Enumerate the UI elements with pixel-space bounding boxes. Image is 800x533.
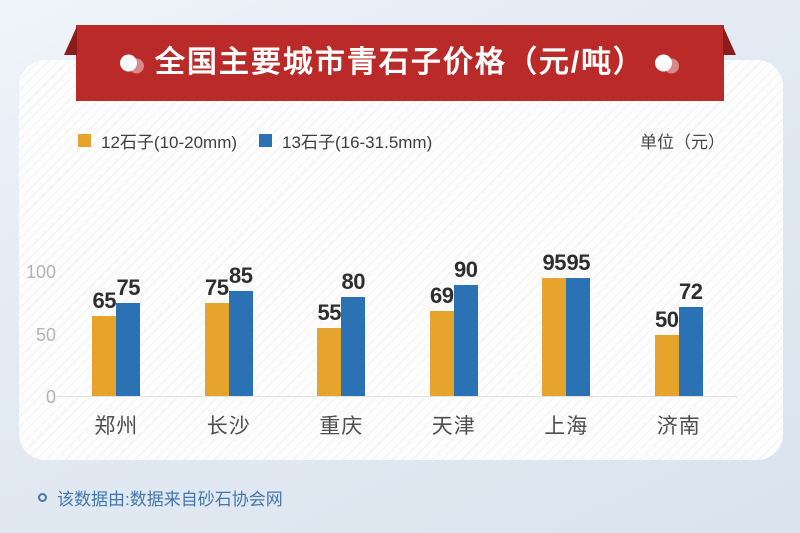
legend-label-series2: 13石子(16-31.5mm) xyxy=(282,133,433,152)
bar-series2 xyxy=(341,297,366,397)
bar-series2-wrap: 90 xyxy=(453,257,478,397)
y-tick-100: 100 xyxy=(25,262,56,282)
plot-area: 65 75 75 85 55 80 69 xyxy=(57,250,738,397)
bar-series2-wrap: 95 xyxy=(566,250,591,397)
bar-series1-wrap: 50 xyxy=(654,307,679,397)
y-tick-50: 50 xyxy=(35,325,56,345)
page-title: 全国主要城市青石子价格（元/吨） xyxy=(154,46,646,79)
bar-value-label: 80 xyxy=(341,269,366,294)
x-axis-label: 济南 xyxy=(656,415,701,438)
ribbon-dot-right xyxy=(655,54,672,72)
ribbon-fold-right xyxy=(723,26,736,55)
bar-series2 xyxy=(453,284,478,397)
bar-value-label: 55 xyxy=(317,300,342,326)
bar-series2-wrap: 75 xyxy=(116,275,141,397)
legend-label-series1: 12石子(10-20mm) xyxy=(101,133,238,152)
footnote-text: 该数据由:数据来自砂石协会网 xyxy=(57,490,283,509)
legend-swatch-series1 xyxy=(78,134,91,147)
bar-series2 xyxy=(116,303,141,397)
title-ribbon: 全国主要城市青石子价格（元/吨） xyxy=(64,25,736,101)
bar-value-label: 90 xyxy=(454,256,478,282)
bar-series1-wrap: 75 xyxy=(204,275,229,397)
bar-value-label: 72 xyxy=(679,279,703,304)
bar-value-label: 95 xyxy=(542,250,567,276)
ribbon-dot-left xyxy=(120,54,137,72)
circle-bullet-icon xyxy=(38,493,47,502)
bar-series2 xyxy=(228,290,253,397)
bar-value-label: 85 xyxy=(229,262,253,288)
bar-group: 95 95 xyxy=(510,250,623,397)
bar-series2 xyxy=(566,278,591,397)
bar-group: 50 72 xyxy=(623,272,736,397)
bar-series1-wrap: 65 xyxy=(92,288,117,397)
bar-series2 xyxy=(678,307,703,397)
bar-group: 69 90 xyxy=(398,257,511,397)
bar-series1-wrap: 69 xyxy=(429,283,454,397)
y-tick-0: 0 xyxy=(45,387,56,407)
x-axis-label: 天津 xyxy=(431,415,476,438)
bar-series1 xyxy=(429,310,454,397)
footnote: 该数据由:数据来自砂石协会网 xyxy=(38,485,283,510)
bar-series2-wrap: 72 xyxy=(678,279,703,397)
bar-series1 xyxy=(317,328,342,397)
bar-series1 xyxy=(204,303,229,397)
bar-series1 xyxy=(92,315,117,397)
bar-series1 xyxy=(654,334,679,397)
bar-series2-wrap: 85 xyxy=(228,263,253,397)
unit-label: 单位（元） xyxy=(640,133,725,152)
bar-value-label: 95 xyxy=(566,250,591,276)
legend-item-series2: 13石子(16-31.5mm) xyxy=(259,128,432,153)
bar-value-label: 50 xyxy=(655,306,679,332)
bar-value-label: 69 xyxy=(430,282,454,308)
ribbon-fold-left xyxy=(64,26,77,55)
legend: 12石子(10-20mm) 13石子(16-31.5mm) 单位（元） xyxy=(78,128,725,153)
bar-chart: 0 50 100 65 75 75 85 55 80 xyxy=(26,250,738,407)
x-axis-labels: 郑州 长沙 重庆 天津 上海 济南 xyxy=(60,410,735,440)
bar-series2-wrap: 80 xyxy=(341,269,366,397)
legend-item-series1: 12石子(10-20mm) xyxy=(78,128,237,153)
chart-card: 12石子(10-20mm) 13石子(16-31.5mm) 单位（元） 0 50… xyxy=(19,60,783,460)
bar-value-label: 75 xyxy=(116,275,141,301)
bar-series1-wrap: 95 xyxy=(542,250,567,397)
x-axis-label: 郑州 xyxy=(94,415,139,438)
x-axis-label: 重庆 xyxy=(319,415,364,438)
x-axis-label: 长沙 xyxy=(206,415,251,438)
bar-series1-wrap: 55 xyxy=(317,300,342,397)
x-axis-label: 上海 xyxy=(544,415,589,438)
bar-series1 xyxy=(542,278,567,397)
bar-value-label: 65 xyxy=(92,287,117,313)
legend-swatch-series2 xyxy=(259,134,273,147)
bar-group: 65 75 xyxy=(60,272,173,397)
bar-group: 75 85 xyxy=(173,263,286,397)
bar-group: 55 80 xyxy=(285,269,398,397)
bar-value-label: 75 xyxy=(205,275,229,301)
